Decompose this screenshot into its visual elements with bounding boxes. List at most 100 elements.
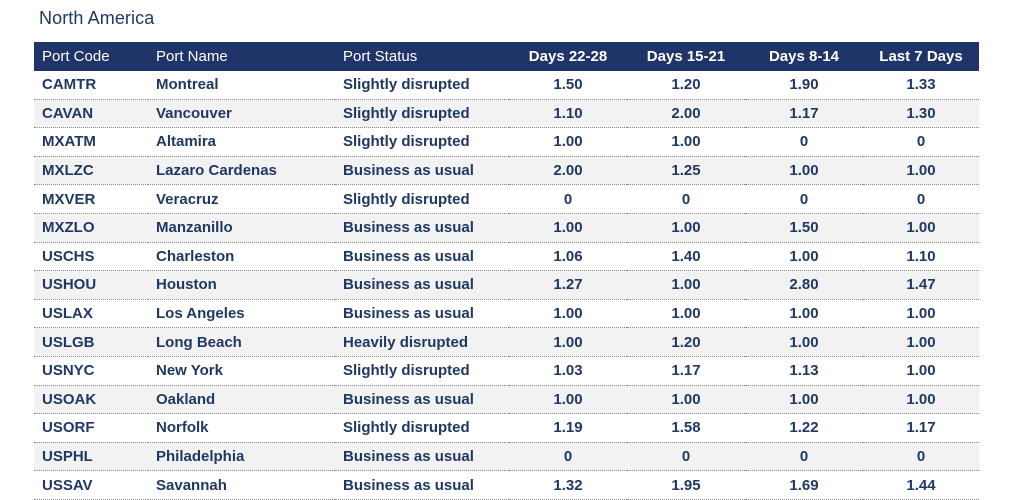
cell-days-22-28: 1.00	[509, 299, 627, 329]
cell-port-name: Manzanillo	[148, 213, 335, 243]
cell-days-15-21: 0	[627, 442, 745, 472]
table-row[interactable]: CAVAN Vancouver Slightly disrupted 1.10 2.00…	[34, 99, 979, 129]
column-header-days-8-14[interactable]: Days 8-14	[745, 42, 863, 71]
cell-port-name: Savannah	[148, 470, 335, 500]
cell-days-15-21: 1.00	[627, 127, 745, 157]
cell-days-8-14: 1.13	[745, 356, 863, 386]
cell-port-code: MXATM	[34, 127, 148, 157]
cell-days-8-14: 0	[745, 184, 863, 214]
cell-port-name: Philadelphia	[148, 442, 335, 472]
cell-days-15-21: 1.00	[627, 299, 745, 329]
cell-days-8-14: 1.90	[745, 71, 863, 100]
cell-days-8-14: 1.69	[745, 470, 863, 500]
cell-port-code: USOAK	[34, 385, 148, 415]
cell-last-7-days: 0	[863, 127, 979, 157]
cell-port-status: Slightly disrupted	[335, 184, 509, 214]
cell-last-7-days: 1.00	[863, 213, 979, 243]
cell-port-status: Slightly disrupted	[335, 99, 509, 129]
cell-days-22-28: 1.00	[509, 127, 627, 157]
cell-days-22-28: 1.00	[509, 213, 627, 243]
cell-port-code: USLGB	[34, 327, 148, 357]
cell-port-code: USLAX	[34, 299, 148, 329]
cell-port-name: Veracruz	[148, 184, 335, 214]
column-header-days-22-28[interactable]: Days 22-28	[509, 42, 627, 71]
column-header-port-name[interactable]: Port Name	[148, 42, 335, 71]
cell-last-7-days: 1.00	[863, 299, 979, 329]
table-row[interactable]: USOAK Oakland Business as usual 1.00 1.00 1.0…	[34, 385, 979, 415]
cell-days-15-21: 1.58	[627, 413, 745, 443]
table-row[interactable]: USORF Norfolk Slightly disrupted 1.19 1.58 1.…	[34, 413, 979, 443]
table-header-row: Port Code Port Name Port Status Days 22-…	[34, 42, 979, 71]
cell-days-15-21: 1.20	[627, 327, 745, 357]
cell-last-7-days: 1.33	[863, 71, 979, 100]
cell-port-status: Business as usual	[335, 242, 509, 272]
cell-last-7-days: 0	[863, 442, 979, 472]
table-row[interactable]: CAMTR Montreal Slightly disrupted 1.50 1.20 1…	[34, 71, 979, 100]
table-row[interactable]: USCHS Charleston Business as usual 1.06 1.40…	[34, 242, 979, 272]
column-header-days-15-21[interactable]: Days 15-21	[627, 42, 745, 71]
cell-port-name: Montreal	[148, 71, 335, 100]
cell-days-8-14: 1.17	[745, 99, 863, 129]
cell-last-7-days: 1.00	[863, 156, 979, 186]
cell-port-status: Slightly disrupted	[335, 127, 509, 157]
cell-port-code: USHOU	[34, 270, 148, 300]
cell-port-code: USNYC	[34, 356, 148, 386]
cell-port-code: CAMTR	[34, 71, 148, 100]
table-row[interactable]: MXVER Veracruz Slightly disrupted 0 0 0 0	[34, 184, 979, 214]
cell-last-7-days: 1.10	[863, 242, 979, 272]
cell-last-7-days: 1.47	[863, 270, 979, 300]
cell-port-status: Business as usual	[335, 442, 509, 472]
cell-port-status: Business as usual	[335, 270, 509, 300]
cell-days-15-21: 1.40	[627, 242, 745, 272]
cell-last-7-days: 1.30	[863, 99, 979, 129]
cell-days-8-14: 1.00	[745, 327, 863, 357]
cell-port-status: Heavily disrupted	[335, 327, 509, 357]
cell-days-15-21: 1.00	[627, 213, 745, 243]
cell-days-22-28: 1.03	[509, 356, 627, 386]
cell-days-15-21: 1.00	[627, 385, 745, 415]
cell-last-7-days: 1.00	[863, 356, 979, 386]
cell-days-8-14: 0	[745, 127, 863, 157]
cell-last-7-days: 1.17	[863, 413, 979, 443]
cell-days-22-28: 1.06	[509, 242, 627, 272]
cell-days-22-28: 1.10	[509, 99, 627, 129]
cell-port-name: Los Angeles	[148, 299, 335, 329]
cell-days-8-14: 1.50	[745, 213, 863, 243]
cell-port-status: Slightly disrupted	[335, 413, 509, 443]
cell-port-code: USCHS	[34, 242, 148, 272]
table-row[interactable]: MXLZC Lazaro Cardenas Business as usual 2.0…	[34, 156, 979, 186]
ports-table: Port Code Port Name Port Status Days 22-…	[34, 42, 979, 500]
cell-last-7-days: 1.00	[863, 385, 979, 415]
cell-port-name: Charleston	[148, 242, 335, 272]
cell-port-status: Slightly disrupted	[335, 356, 509, 386]
cell-days-8-14: 2.80	[745, 270, 863, 300]
cell-port-name: Lazaro Cardenas	[148, 156, 335, 186]
column-header-port-code[interactable]: Port Code	[34, 42, 148, 71]
region-title: North America	[39, 8, 155, 28]
cell-days-22-28: 2.00	[509, 156, 627, 186]
column-header-last-7-days[interactable]: Last 7 Days	[863, 42, 979, 71]
table-row[interactable]: USPHL Philadelphia Business as usual 0 0 0 0	[34, 442, 979, 472]
cell-days-22-28: 1.27	[509, 270, 627, 300]
cell-days-8-14: 1.00	[745, 242, 863, 272]
cell-days-15-21: 1.17	[627, 356, 745, 386]
cell-days-22-28: 0	[509, 184, 627, 214]
table-row[interactable]: USNYC New York Slightly disrupted 1.03 1.17 1…	[34, 356, 979, 386]
cell-port-code: USPHL	[34, 442, 148, 472]
cell-last-7-days: 1.44	[863, 470, 979, 500]
table-row[interactable]: USLGB Long Beach Heavily disrupted 1.00 1.20…	[34, 327, 979, 357]
cell-port-status: Business as usual	[335, 213, 509, 243]
cell-days-8-14: 1.22	[745, 413, 863, 443]
table-row[interactable]: USLAX Los Angeles Business as usual 1.00 1.0…	[34, 299, 979, 329]
table-row[interactable]: USHOU Houston Business as usual 1.27 1.00 2.8…	[34, 270, 979, 300]
table-row[interactable]: MXATM Altamira Slightly disrupted 1.00 1.00 0…	[34, 127, 979, 157]
table-row[interactable]: USSAV Savannah Business as usual 1.32 1.95 1.…	[34, 470, 979, 500]
cell-port-name: New York	[148, 356, 335, 386]
column-header-port-status[interactable]: Port Status	[335, 42, 509, 71]
cell-port-status: Business as usual	[335, 470, 509, 500]
cell-port-code: USSAV	[34, 470, 148, 500]
cell-days-22-28: 1.32	[509, 470, 627, 500]
cell-last-7-days: 0	[863, 184, 979, 214]
cell-days-15-21: 1.25	[627, 156, 745, 186]
table-row[interactable]: MXZLO Manzanillo Business as usual 1.00 1.00…	[34, 213, 979, 243]
